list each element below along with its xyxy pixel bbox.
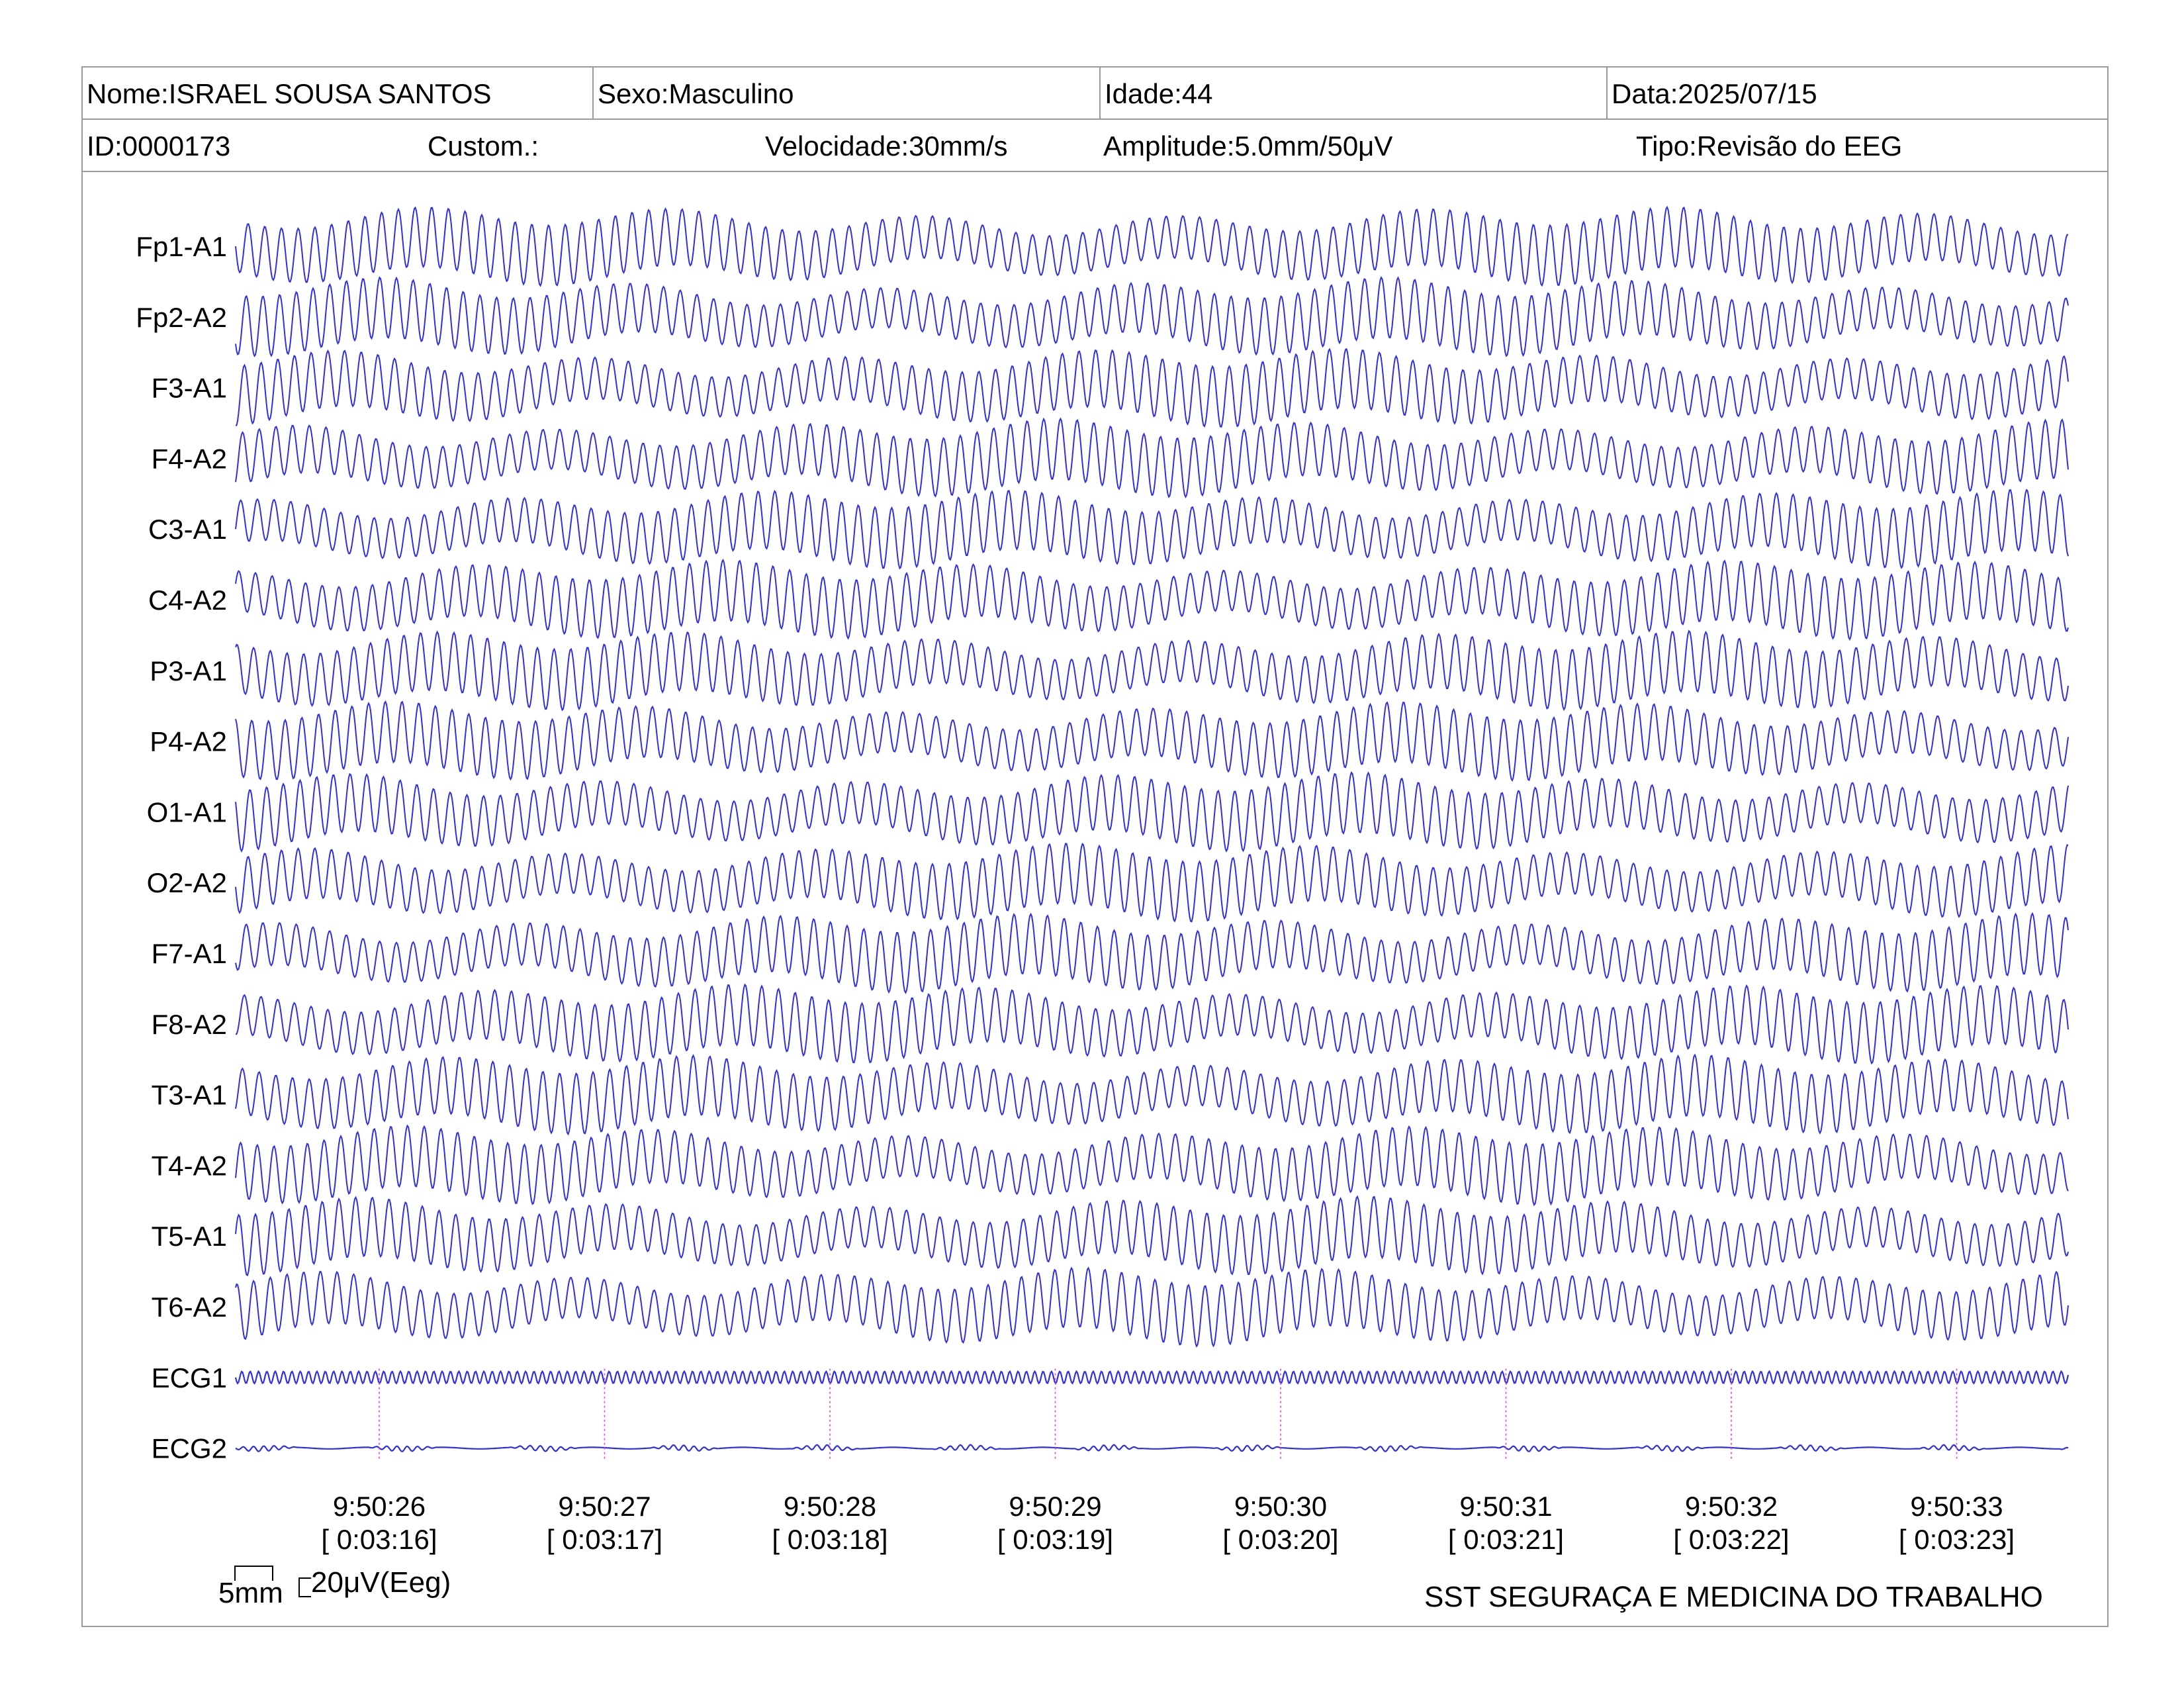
- channel-label-t3-a1: T3-A1: [152, 1080, 227, 1111]
- time-label-clock-3: 9:50:28: [784, 1491, 876, 1522]
- header-row-recording: ID:0000173 Custom.: Velocidade:30mm/s Am…: [83, 120, 2107, 172]
- channel-label-p4-a2: P4-A2: [150, 726, 227, 757]
- trace-layer: [234, 205, 2070, 1452]
- patient-sex: Sexo:Masculino: [592, 68, 1099, 118]
- channel-label-fp1-a1: Fp1-A1: [136, 231, 227, 262]
- trace-t5-a1: [235, 1195, 2069, 1276]
- time-label-clock-4: 9:50:29: [1009, 1491, 1101, 1522]
- channel-label-f3-a1: F3-A1: [152, 373, 227, 404]
- channel-label-f8-a2: F8-A2: [152, 1009, 227, 1040]
- institution-name: SST SEGURAÇA E MEDICINA DO TRABALHO: [1424, 1581, 2043, 1613]
- amplitude-scale-bracket: [298, 1577, 311, 1597]
- trace-t3-a1: [235, 1053, 2069, 1136]
- time-label-elapsed-8: [ 0:03:23]: [1899, 1524, 2015, 1555]
- channel-label-t5-a1: T5-A1: [152, 1221, 227, 1252]
- trace-ecg1: [234, 1370, 2070, 1385]
- trace-ecg2: [235, 1444, 2069, 1452]
- channel-label-o1-a1: O1-A1: [147, 796, 227, 827]
- time-label-clock-6: 9:50:31: [1459, 1491, 1552, 1522]
- time-marker-layer: [379, 1368, 1958, 1460]
- time-label-elapsed-5: [ 0:03:20]: [1222, 1524, 1338, 1555]
- custom-field: Custom.:: [428, 130, 539, 162]
- channel-label-c4-a2: C4-A2: [148, 585, 227, 616]
- time-label-elapsed-3: [ 0:03:18]: [772, 1524, 887, 1555]
- channel-label-c3-a1: C3-A1: [148, 514, 227, 545]
- trace-p4-a2: [235, 700, 2069, 782]
- time-label-clock-8: 9:50:33: [1910, 1491, 2003, 1522]
- channel-label-t6-a2: T6-A2: [152, 1291, 227, 1323]
- record-date: Data:2025/07/15: [1606, 68, 2107, 118]
- calibration-bracket-layer: [234, 1566, 311, 1597]
- time-label-clock-1: 9:50:26: [333, 1491, 426, 1522]
- time-scale-bracket: [234, 1566, 273, 1581]
- channel-label-f7-a1: F7-A1: [152, 938, 227, 969]
- time-label-elapsed-2: [ 0:03:17]: [547, 1524, 662, 1555]
- trace-c4-a2: [235, 558, 2069, 641]
- time-label-clock-2: 9:50:27: [558, 1491, 651, 1522]
- time-label-elapsed-7: [ 0:03:22]: [1673, 1524, 1789, 1555]
- time-label-layer: 9:50:26[ 0:03:16] 9:50:27[ 0:03:17] 9:50:2…: [321, 1491, 2015, 1555]
- channel-label-f4-a2: F4-A2: [152, 443, 227, 474]
- trace-f4-a2: [235, 417, 2069, 498]
- channel-label-layer: Fp1-A1 Fp2-A2 F3-A1 F4-A2 C3-A1 C4-A2 P3-A1 P4-…: [136, 231, 227, 1464]
- trace-p3-a1: [235, 630, 2069, 712]
- report-sheet: Nome:ISRAEL SOUSA SANTOS Sexo:Masculino …: [81, 66, 2109, 1627]
- trace-c3-a1: [235, 489, 2069, 570]
- trace-o1-a1: [235, 771, 2069, 853]
- time-label-elapsed-1: [ 0:03:16]: [321, 1524, 437, 1555]
- channel-label-ecg1: ECG1: [152, 1362, 227, 1393]
- trace-fp1-a1: [235, 205, 2069, 287]
- trace-o2-a2: [235, 843, 2069, 923]
- time-label-clock-7: 9:50:32: [1685, 1491, 1778, 1522]
- trace-f3-a1: [235, 348, 2069, 428]
- paper-speed: Velocidade:30mm/s: [765, 130, 1008, 162]
- trace-t6-a2: [235, 1266, 2069, 1348]
- channel-label-o2-a2: O2-A2: [147, 867, 227, 898]
- channel-label-t4-a2: T4-A2: [152, 1150, 227, 1181]
- trace-t4-a2: [235, 1124, 2069, 1207]
- channel-label-fp2-a2: Fp2-A2: [136, 302, 227, 333]
- patient-name: Nome:ISRAEL SOUSA SANTOS: [87, 78, 492, 109]
- channel-label-p3-a1: P3-A1: [150, 655, 227, 686]
- patient-id: ID:0000173: [87, 130, 231, 162]
- record-type: Tipo:Revisão do EEG: [1636, 130, 1903, 162]
- trace-fp2-a2: [235, 276, 2069, 357]
- patient-age: Idade:44: [1099, 68, 1606, 118]
- time-label-elapsed-4: [ 0:03:19]: [997, 1524, 1113, 1555]
- time-scale-label: 5mm: [218, 1577, 283, 1609]
- time-label-clock-5: 9:50:30: [1234, 1491, 1327, 1522]
- time-label-elapsed-6: [ 0:03:21]: [1448, 1524, 1564, 1555]
- amplitude-setting: Amplitude:5.0mm/50μV: [1103, 130, 1393, 162]
- header-row-patient: Nome:ISRAEL SOUSA SANTOS Sexo:Masculino …: [83, 68, 2107, 120]
- trace-f8-a2: [235, 983, 2069, 1065]
- amplitude-scale-label: 20μV(Eeg): [311, 1566, 451, 1599]
- channel-label-ecg2: ECG2: [152, 1433, 227, 1464]
- trace-f7-a1: [235, 912, 2069, 994]
